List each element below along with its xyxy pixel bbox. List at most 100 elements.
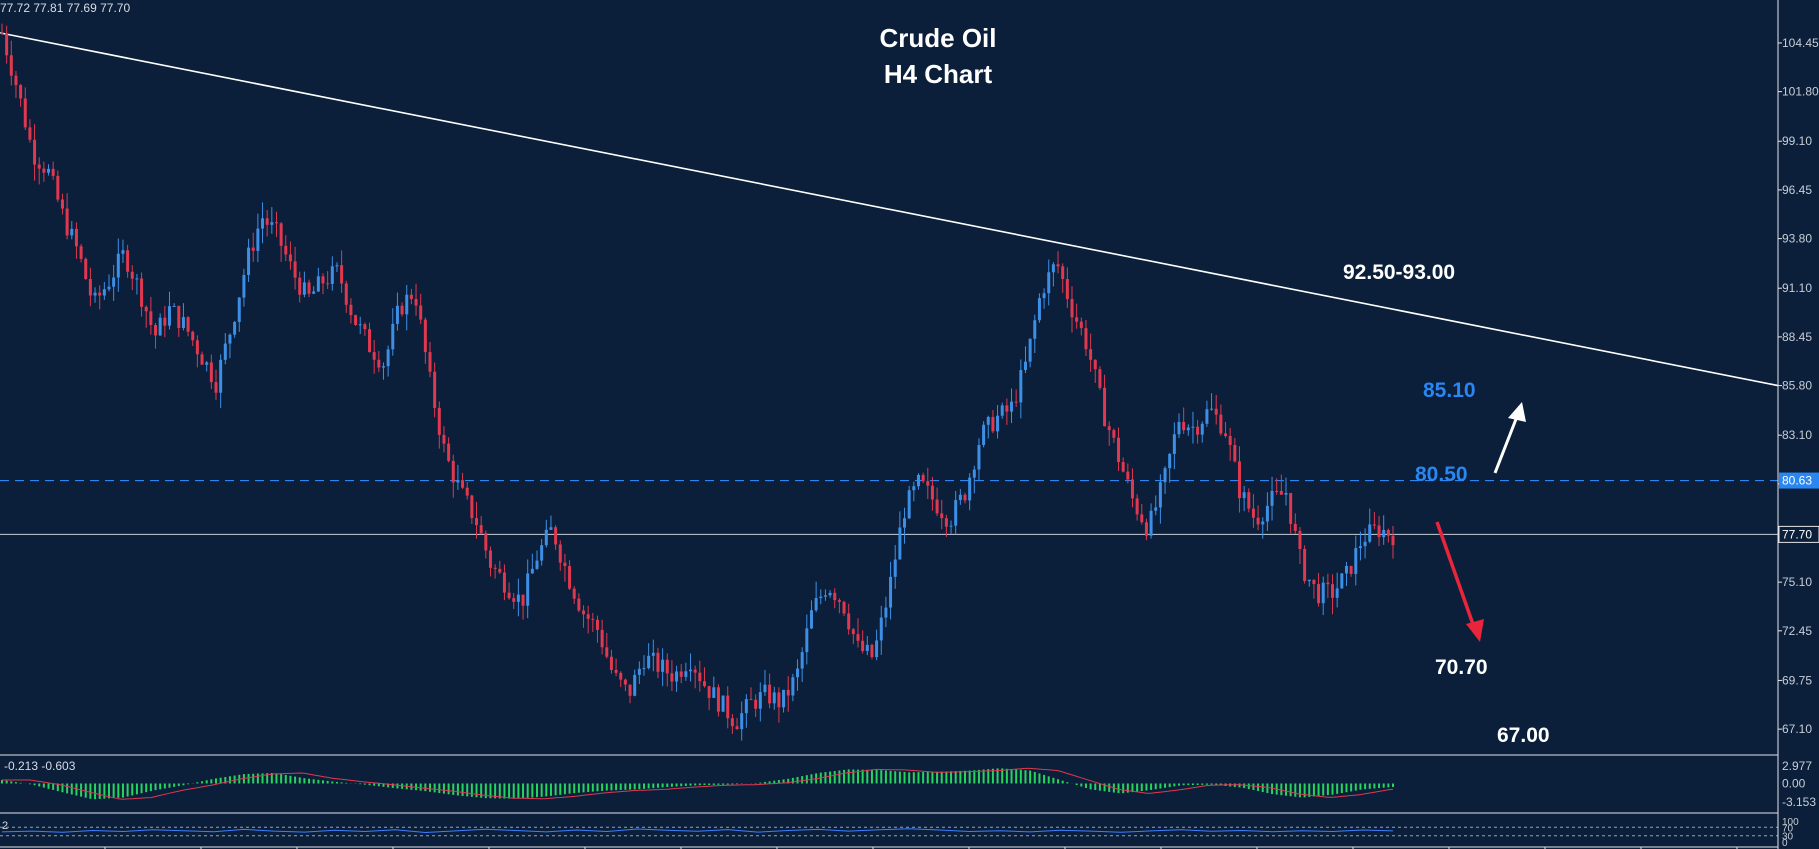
level-price-tag-bg	[1779, 472, 1819, 489]
candle-bull	[1191, 426, 1195, 428]
candle-bear	[693, 669, 697, 673]
candle-bull	[903, 518, 907, 528]
candle-bull	[1265, 505, 1269, 522]
candle-bull	[828, 592, 832, 596]
candle-bear	[572, 588, 576, 599]
candle-bear	[79, 246, 83, 259]
candle-bear	[991, 417, 995, 432]
candle-bull	[1149, 510, 1153, 536]
candle-bear	[1317, 584, 1321, 604]
candle-bull	[335, 265, 339, 267]
candle-bull	[516, 594, 520, 602]
macd-tick-label: 0.00	[1782, 776, 1806, 790]
candle-bear	[195, 340, 199, 355]
candle-bear	[502, 572, 506, 593]
candle-bull	[172, 305, 176, 307]
candle-bear	[1293, 523, 1297, 531]
candle-bear	[493, 567, 497, 569]
candle-bear	[1377, 525, 1381, 538]
candle-bull	[1033, 320, 1037, 339]
candle-bear	[0, 32, 4, 34]
candle-bull	[796, 668, 800, 678]
candle-bear	[861, 640, 865, 652]
candle-bull	[791, 677, 795, 696]
candle-bear	[1312, 579, 1316, 585]
chart-subtitle: H4 Chart	[884, 59, 993, 89]
price-tick-label: 96.45	[1782, 183, 1812, 197]
candle-bear	[284, 245, 288, 255]
candle-bear	[940, 513, 944, 519]
candle-bear	[786, 689, 790, 696]
candle-bear	[126, 250, 130, 272]
macd-tick-label: 2.977	[1782, 759, 1812, 773]
candle-bear	[437, 407, 441, 435]
candle-bear	[1182, 421, 1186, 431]
candle-bull	[1321, 582, 1325, 604]
candle-bear	[37, 164, 41, 169]
candle-bear	[1386, 529, 1390, 536]
candle-bear	[870, 644, 874, 658]
candle-bull	[1242, 492, 1246, 499]
candle-bear	[60, 199, 64, 209]
candle-bear	[9, 55, 13, 76]
candle-bull	[805, 628, 809, 653]
candle-bull	[1019, 370, 1023, 403]
candle-bull	[977, 444, 981, 470]
candle-bear	[1103, 387, 1107, 427]
candle-bear	[847, 613, 851, 630]
candle-bull	[205, 362, 209, 365]
candle-bull	[456, 480, 460, 483]
candle-bear	[400, 305, 404, 315]
candle-bear	[372, 352, 376, 360]
candle-bear	[465, 487, 469, 496]
candle-bear	[498, 568, 502, 573]
ohlc-readout: 77.72 77.81 77.69 77.70	[0, 1, 130, 15]
candle-bear	[507, 592, 511, 599]
candle-bull	[1358, 546, 1362, 549]
candle-bull	[684, 671, 688, 677]
rsi-tick-label: 70	[1782, 823, 1794, 834]
candle-bull	[889, 576, 893, 608]
candle-bear	[582, 610, 586, 615]
candle-bull	[916, 474, 920, 487]
candle-bear	[735, 726, 739, 730]
candle-bear	[698, 672, 702, 682]
candle-bull	[93, 292, 97, 296]
candle-bear	[1275, 490, 1279, 492]
candle-bull	[982, 424, 986, 445]
candle-bear	[1279, 490, 1283, 495]
candle-bear	[930, 485, 934, 500]
candle-bear	[679, 671, 683, 677]
candle-bear	[428, 352, 432, 372]
candle-bear	[963, 494, 967, 501]
price-tick-label: 67.10	[1782, 722, 1812, 736]
candle-bear	[665, 659, 669, 674]
candle-bull	[1047, 272, 1051, 294]
candle-bull	[1010, 401, 1014, 412]
candle-bear	[563, 562, 567, 567]
candle-bull	[316, 276, 320, 292]
candle-bull	[1344, 565, 1348, 574]
candle-bull	[228, 334, 232, 344]
rsi-line	[1, 828, 1394, 834]
level-label: 80.50	[1415, 463, 1468, 486]
rsi-tick-label: 0	[1782, 838, 1788, 849]
candle-bull	[107, 286, 111, 290]
candle-bull	[121, 250, 125, 254]
candle-bull	[879, 617, 883, 641]
candle-bear	[670, 673, 674, 682]
candle-bull	[986, 417, 990, 425]
candle-bull	[544, 529, 548, 546]
candle-bear	[98, 292, 102, 296]
candle-bull	[1307, 579, 1311, 582]
candle-bull	[1042, 293, 1046, 299]
current-price-tag: 77.70	[1778, 525, 1819, 543]
candle-bear	[702, 681, 706, 687]
candle-bear	[186, 317, 190, 332]
candle-bull	[637, 668, 641, 675]
candle-bull	[167, 306, 171, 326]
candle-bull	[1210, 408, 1214, 410]
candle-bear	[461, 480, 465, 488]
candle-bull	[712, 687, 716, 698]
